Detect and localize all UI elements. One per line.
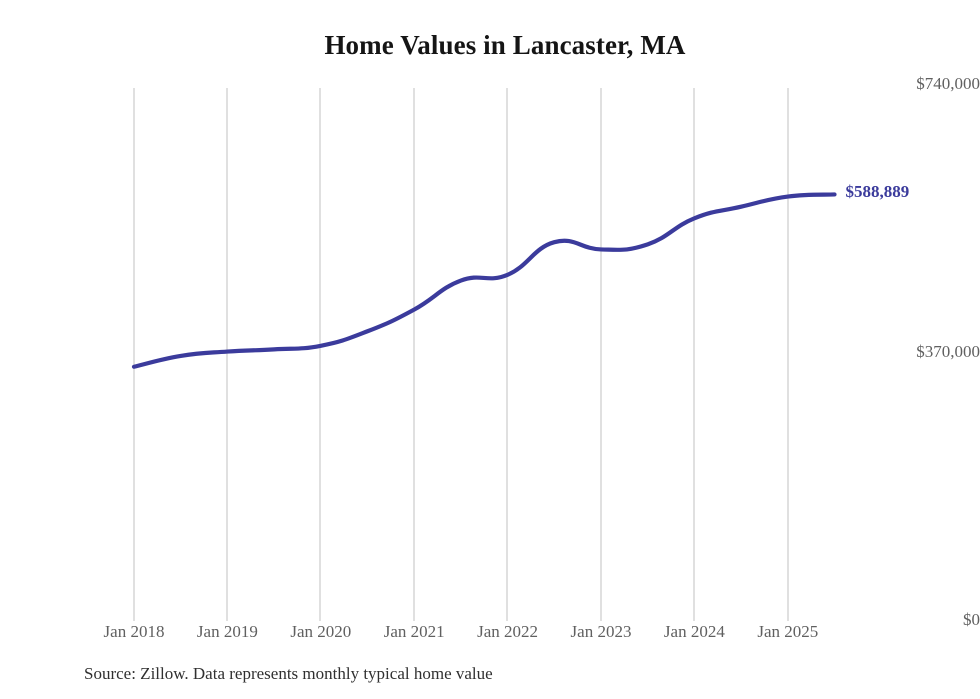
chart-title: Home Values in Lancaster, MA bbox=[324, 30, 686, 60]
x-axis-tick-jan-2025: Jan 2025 bbox=[757, 622, 819, 641]
y-axis-tick-370000: $370,000 bbox=[916, 342, 980, 361]
x-axis-tick-jan-2021: Jan 2021 bbox=[383, 622, 445, 641]
x-axis-tick-jan-2020: Jan 2020 bbox=[290, 622, 352, 641]
end-value-annotation: $588,889 bbox=[845, 182, 910, 202]
home-value-line bbox=[131, 192, 837, 369]
x-axis-tick-jan-2019: Jan 2019 bbox=[196, 622, 258, 641]
y-axis-tick-0: $0 bbox=[963, 610, 980, 629]
x-axis-tick-jan-2018: Jan 2018 bbox=[103, 622, 165, 641]
x-axis-tick-jan-2024: Jan 2024 bbox=[663, 622, 725, 641]
x-axis-tick-jan-2023: Jan 2023 bbox=[570, 622, 632, 641]
y-axis-tick-740000: $740,000 bbox=[916, 74, 980, 93]
source-note: Source: Zillow. Data represents monthly … bbox=[84, 664, 493, 683]
vertical-gridlines bbox=[133, 88, 789, 621]
x-axis-tick-jan-2022: Jan 2022 bbox=[477, 622, 539, 641]
